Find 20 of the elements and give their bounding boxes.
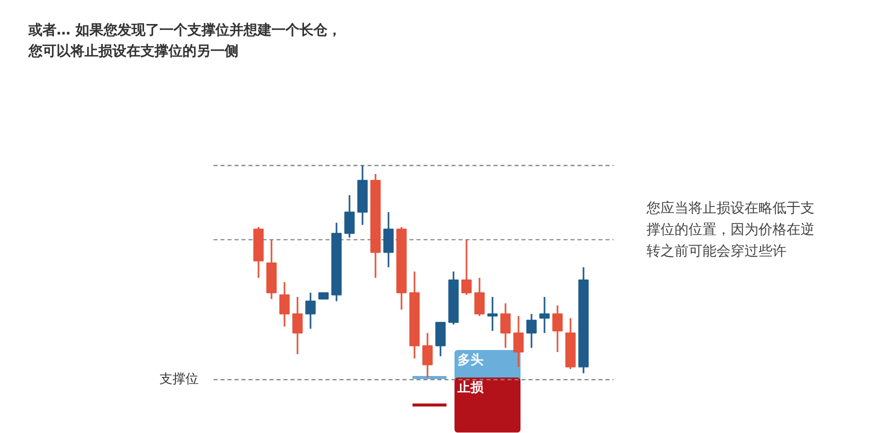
candlestick — [279, 281, 290, 328]
text: 您应当将止损设在略低于支撑位的位置，因为价格在逆转之前可能会穿过些许 — [646, 200, 814, 260]
candlestick — [539, 296, 550, 334]
ref-line-label: 止损 — [456, 380, 484, 396]
candlestick — [435, 322, 446, 358]
candlestick — [383, 211, 394, 268]
ref-line-label: 多头 — [458, 353, 484, 368]
candlestick — [344, 194, 355, 238]
candlestick — [500, 302, 511, 349]
candlestick — [552, 304, 563, 353]
candlestick — [422, 332, 433, 378]
candlestick — [474, 277, 485, 317]
chart-title: 或者… 如果您发现了一个支撑位并想建一个长仓，您可以将止损设在支撑位的另一侧 — [28, 22, 342, 60]
candlestick — [461, 238, 472, 296]
candlestick — [513, 315, 524, 368]
candlestick — [526, 313, 537, 349]
candlestick — [292, 296, 303, 355]
ref-line-label: 支撑位 — [160, 372, 198, 388]
candlestick — [305, 292, 316, 330]
candlestick — [487, 296, 498, 332]
